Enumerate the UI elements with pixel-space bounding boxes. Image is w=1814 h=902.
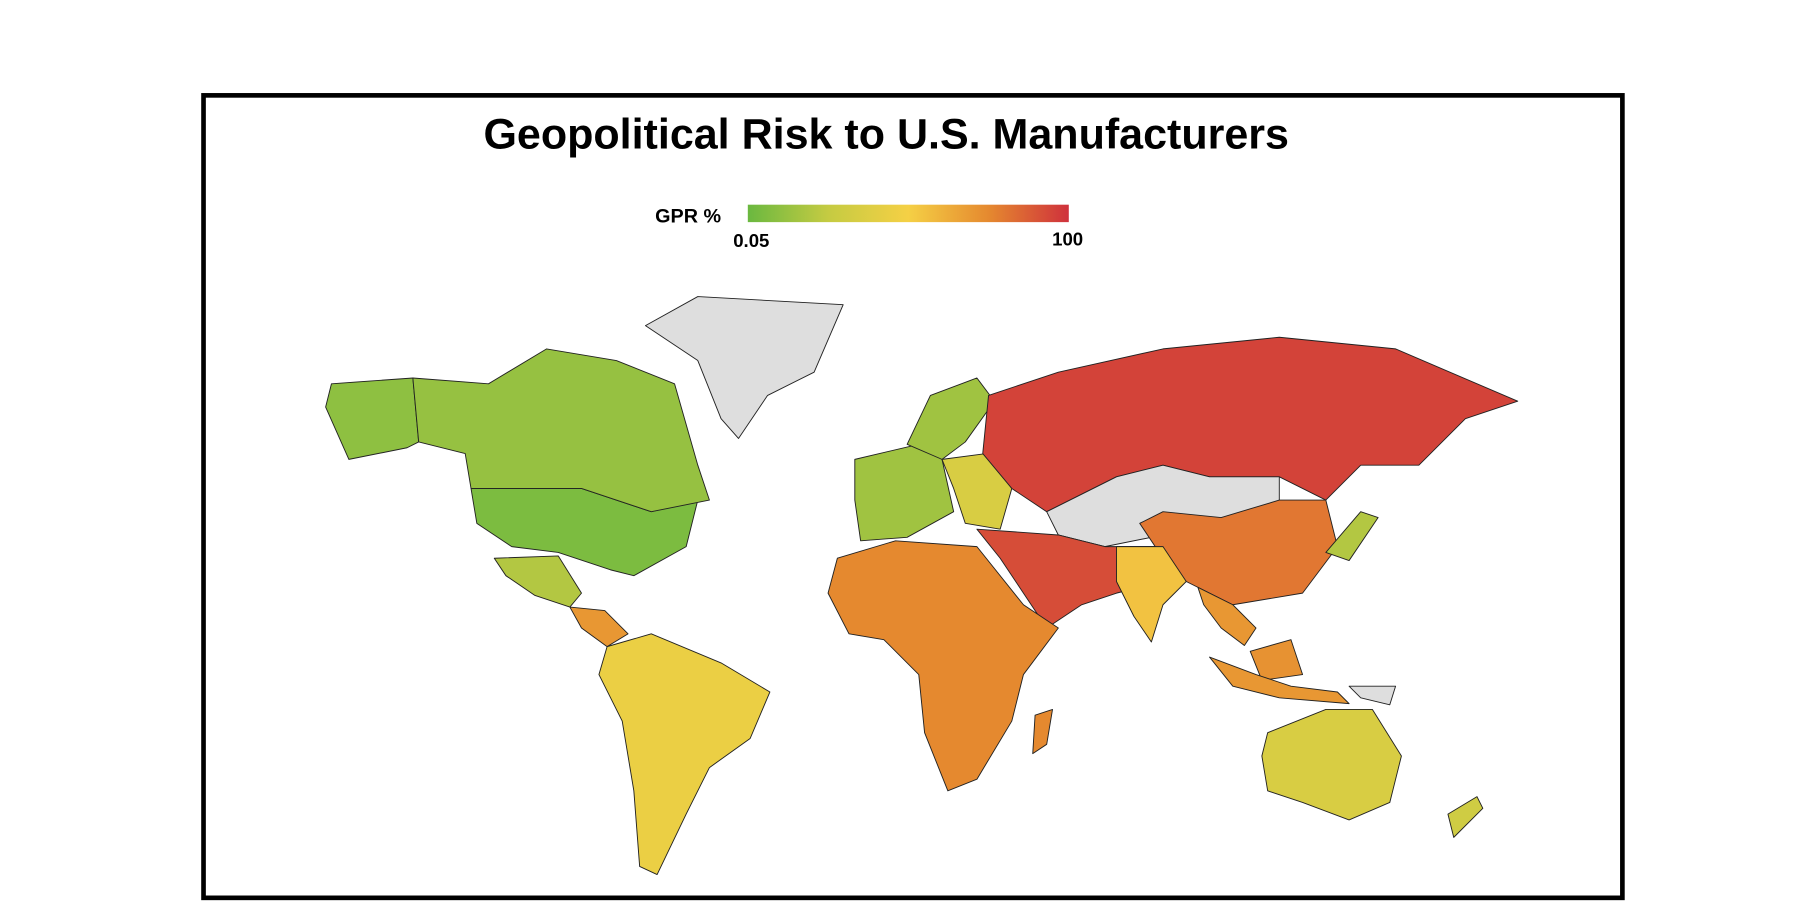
region	[598, 633, 771, 876]
region	[1249, 639, 1304, 681]
legend-min: 0.05	[733, 230, 769, 251]
region	[1447, 796, 1484, 838]
region	[644, 296, 844, 439]
region	[1325, 511, 1379, 562]
region	[1032, 708, 1053, 755]
region	[569, 606, 629, 648]
region	[412, 348, 710, 513]
chart-title: Geopolitical Risk to U.S. Manufacturers	[483, 111, 1289, 159]
region	[1348, 685, 1397, 706]
region	[827, 540, 1059, 792]
region	[1261, 708, 1402, 821]
region	[1116, 546, 1187, 643]
map-area: Geopolitical Risk to U.S. Manufacturers …	[201, 93, 1625, 901]
region	[1197, 586, 1257, 646]
legend-label: GPR %	[655, 206, 721, 228]
regions	[325, 296, 1519, 876]
region	[1209, 656, 1350, 705]
legend-max: 100	[1052, 229, 1083, 250]
color-bar	[747, 204, 1069, 223]
